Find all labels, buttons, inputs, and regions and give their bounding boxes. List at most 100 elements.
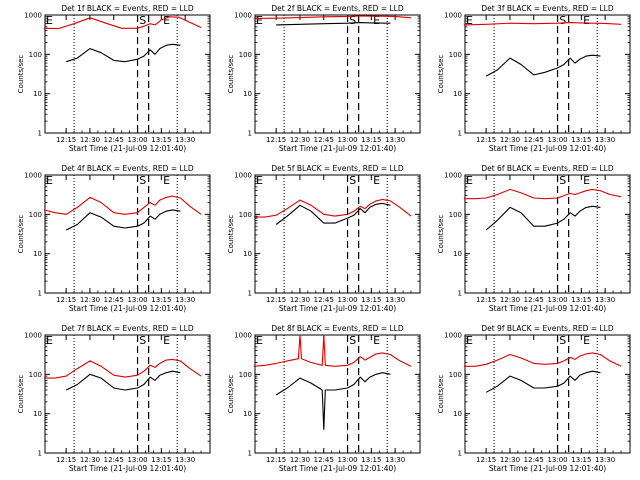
- marker-label: S: [559, 334, 566, 347]
- plot-frame: [254, 174, 421, 294]
- marker-label: E: [256, 174, 263, 187]
- x-tick-label: 13:15: [151, 456, 171, 464]
- y-tick-label: 100: [449, 51, 462, 59]
- y-tick-label: 1: [38, 450, 42, 458]
- y-tick-label: 100: [449, 371, 462, 379]
- x-tick-label: 13:15: [571, 136, 591, 144]
- x-tick-label: 13:15: [361, 136, 381, 144]
- y-tick-label: 10: [453, 250, 462, 258]
- x-axis-label: Start Time (21-Jul-09 12:01:40): [69, 304, 186, 313]
- plot-frame: [44, 334, 211, 454]
- y-tick-label: 1000: [444, 332, 462, 340]
- x-axis-label: Start Time (21-Jul-09 12:01:40): [69, 144, 186, 153]
- x-tick-label: 13:15: [151, 136, 171, 144]
- x-tick-label: 12:15: [266, 296, 286, 304]
- chart-title: Det 4f BLACK = Events, RED = LLD: [61, 164, 194, 173]
- x-tick-label: 13:15: [361, 296, 381, 304]
- series-line-events: [485, 54, 601, 77]
- series-line-events: [65, 209, 181, 231]
- series-line-lld: [463, 352, 622, 367]
- x-tick-label: 12:45: [314, 296, 334, 304]
- x-axis-label: Start Time (21-Jul-09 12:01:40): [69, 464, 186, 473]
- y-axis-label: Counts/sec: [227, 215, 235, 254]
- x-tick-label: 13:30: [175, 296, 195, 304]
- series-line-events: [66, 43, 181, 63]
- y-tick-label: 1000: [234, 12, 252, 20]
- series-line-events: [485, 205, 601, 231]
- y-tick-label: 1: [248, 130, 252, 138]
- plot-frame: [464, 334, 631, 454]
- x-tick-label: 12:15: [56, 296, 76, 304]
- marker-label: E: [46, 334, 53, 347]
- y-tick-label: 10: [33, 410, 42, 418]
- marker-label: E: [256, 334, 263, 347]
- chart-title: Det 5f BLACK = Events, RED = LLD: [271, 164, 404, 173]
- x-axis-label: Start Time (21-Jul-09 12:01:40): [279, 304, 396, 313]
- plot-frame: [44, 174, 211, 294]
- x-tick-label: 13:00: [547, 456, 567, 464]
- x-tick-label: 12:30: [290, 296, 310, 304]
- x-tick-label: 13:00: [337, 136, 357, 144]
- y-tick-label: 1: [38, 290, 42, 298]
- marker-label: S: [139, 334, 146, 347]
- plot-frame: [254, 334, 421, 454]
- chart-title: Det 1f BLACK = Events, RED = LLD: [61, 4, 194, 13]
- y-tick-label: 10: [243, 250, 252, 258]
- x-tick-label: 13:15: [571, 296, 591, 304]
- y-axis-label: Counts/sec: [437, 215, 445, 254]
- series-line-events: [275, 202, 391, 225]
- x-tick-label: 13:00: [337, 456, 357, 464]
- y-tick-label: 1000: [24, 172, 42, 180]
- y-tick-label: 1: [458, 130, 462, 138]
- y-tick-label: 10: [453, 410, 462, 418]
- series-line-lld: [43, 16, 202, 30]
- x-tick-label: 12:30: [290, 456, 310, 464]
- x-tick-label: 13:30: [595, 136, 615, 144]
- x-tick-label: 13:00: [547, 296, 567, 304]
- x-tick-label: 12:45: [524, 456, 544, 464]
- x-tick-label: 12:15: [56, 136, 76, 144]
- x-tick-label: 13:00: [127, 456, 147, 464]
- x-tick-label: 12:45: [104, 136, 124, 144]
- panel-det-3: Det 3f BLACK = Events, RED = LLD 1 10 100 10…: [437, 4, 631, 153]
- marker-label: S: [349, 14, 356, 27]
- y-axis-label: Counts/sec: [437, 375, 445, 414]
- y-tick-label: 1000: [24, 12, 42, 20]
- marker-label: S: [559, 14, 566, 27]
- y-axis-label: Counts/sec: [227, 375, 235, 414]
- panel-det-7: Det 7f BLACK = Events, RED = LLD 1 10 100 10…: [17, 324, 211, 473]
- x-tick-label: 13:00: [127, 136, 147, 144]
- panel-det-4: Det 4f BLACK = Events, RED = LLD 1 10 100 10…: [17, 164, 211, 313]
- x-axis-label: Start Time (21-Jul-09 12:01:40): [489, 144, 606, 153]
- x-axis-label: Start Time (21-Jul-09 12:01:40): [279, 144, 396, 153]
- x-tick-label: 13:15: [571, 456, 591, 464]
- marker-label: E: [583, 14, 590, 27]
- x-tick-label: 13:30: [175, 456, 195, 464]
- y-tick-label: 10: [453, 90, 462, 98]
- marker-label: S: [139, 14, 146, 27]
- series-line-events: [65, 370, 181, 391]
- y-tick-label: 100: [29, 371, 42, 379]
- x-tick-label: 12:30: [500, 136, 520, 144]
- x-tick-label: 12:45: [104, 456, 124, 464]
- series-line-lld: [43, 358, 202, 379]
- x-tick-label: 13:15: [151, 296, 171, 304]
- chart-title: Det 9f BLACK = Events, RED = LLD: [481, 324, 614, 333]
- series-line-lld: [463, 188, 622, 200]
- plot-frame: [464, 14, 631, 134]
- x-tick-label: 12:15: [56, 456, 76, 464]
- x-tick-label: 12:45: [524, 136, 544, 144]
- x-tick-label: 13:30: [175, 136, 195, 144]
- x-axis-label: Start Time (21-Jul-09 12:01:40): [279, 464, 396, 473]
- series-line-lld: [253, 198, 412, 218]
- y-axis-label: Counts/sec: [227, 55, 235, 94]
- panel-det-2: Det 2f BLACK = Events, RED = LLD 1 10 100 10…: [227, 4, 421, 153]
- y-axis-label: Counts/sec: [17, 215, 25, 254]
- marker-label: S: [559, 174, 566, 187]
- y-tick-label: 1000: [24, 332, 42, 340]
- chart-title: Det 8f BLACK = Events, RED = LLD: [271, 324, 404, 333]
- x-tick-label: 13:30: [595, 296, 615, 304]
- y-tick-label: 10: [33, 250, 42, 258]
- y-tick-label: 10: [33, 90, 42, 98]
- y-tick-label: 100: [449, 211, 462, 219]
